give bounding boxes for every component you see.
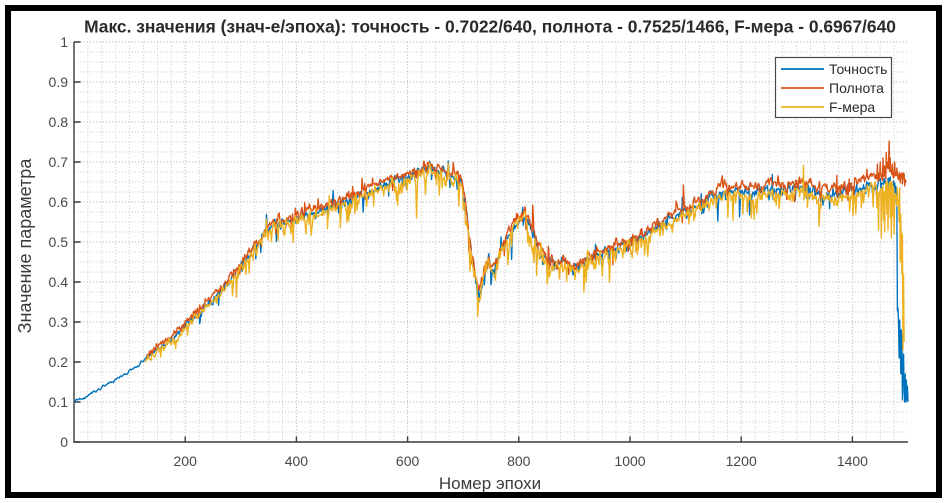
svg-text:0.3: 0.3 xyxy=(49,314,69,330)
svg-text:600: 600 xyxy=(396,453,420,469)
svg-text:0.7: 0.7 xyxy=(49,154,69,170)
svg-text:0.1: 0.1 xyxy=(49,394,69,410)
svg-text:1: 1 xyxy=(60,34,68,50)
svg-text:Точность: Точность xyxy=(829,61,887,77)
svg-text:0: 0 xyxy=(60,434,68,450)
svg-text:0.8: 0.8 xyxy=(49,114,69,130)
svg-text:1200: 1200 xyxy=(726,453,757,469)
svg-text:1400: 1400 xyxy=(837,453,868,469)
svg-text:F-мера: F-мера xyxy=(829,99,875,115)
svg-text:800: 800 xyxy=(507,453,531,469)
svg-text:0.4: 0.4 xyxy=(49,274,69,290)
svg-text:Номер эпохи: Номер эпохи xyxy=(439,474,541,493)
svg-text:0.9: 0.9 xyxy=(49,74,69,90)
svg-text:0.6: 0.6 xyxy=(49,194,69,210)
svg-text:Полнота: Полнота xyxy=(829,80,884,96)
svg-text:Макс. значения (знач-е/эпоха):: Макс. значения (знач-е/эпоха): точность … xyxy=(84,17,896,37)
svg-text:400: 400 xyxy=(285,453,309,469)
svg-text:200: 200 xyxy=(174,453,198,469)
svg-text:0.5: 0.5 xyxy=(49,234,69,250)
svg-text:1000: 1000 xyxy=(614,453,645,469)
svg-text:Значение параметра: Значение параметра xyxy=(15,158,35,334)
svg-text:0.2: 0.2 xyxy=(49,354,69,370)
